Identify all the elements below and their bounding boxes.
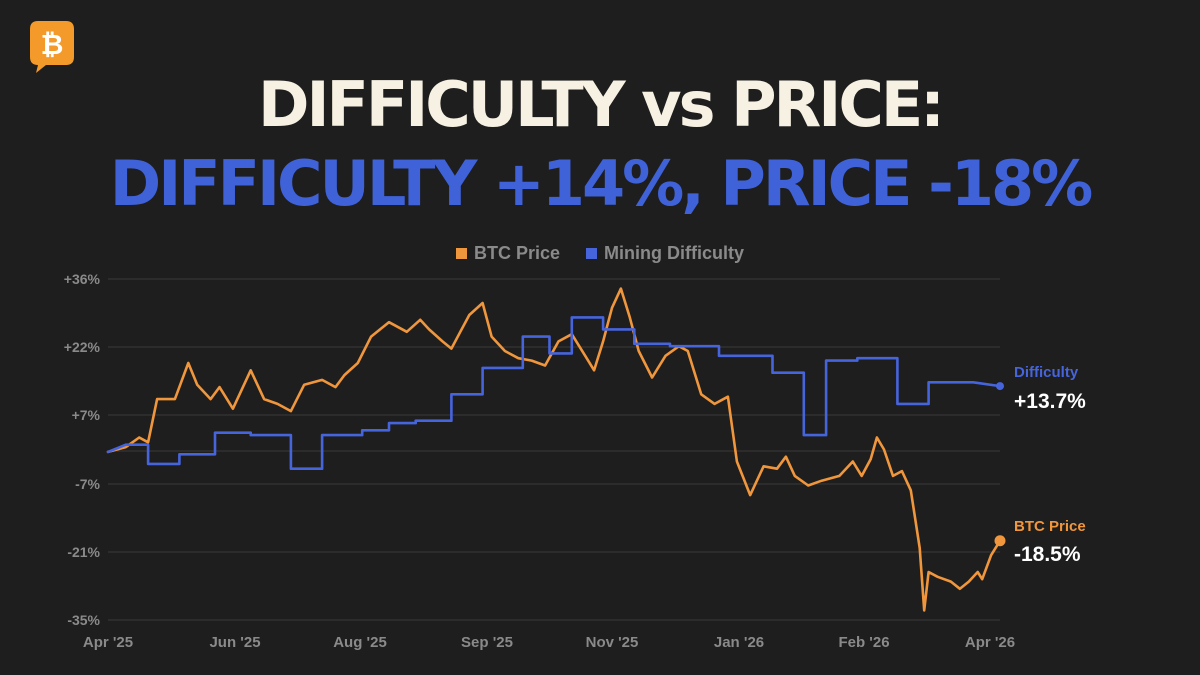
price-end-name: BTC Price [1014,518,1086,535]
bitcoin-logo-icon: ₿ [30,21,74,73]
x-tick-label: Apr '25 [83,634,133,651]
legend-swatch-btc-price [455,248,467,259]
x-tick-label: Jun '25 [209,634,260,651]
x-tick-label: Nov '25 [586,634,639,651]
chart-title-line2: DIFFICULTY +14%, PRICE -18% [109,147,1093,220]
x-tick-label: Sep '25 [461,634,513,651]
price-end-value: -18.5% [1014,543,1081,566]
x-tick-label: Feb '26 [838,634,889,651]
y-tick-label: +36% [64,271,101,287]
chart-title-line1: DIFFICULTY vs PRICE: [258,68,945,141]
chart-legend: BTC Price Mining Difficulty [0,243,1200,264]
legend-item-mining-difficulty: Mining Difficulty [586,243,744,264]
difficulty-end-marker [996,382,1004,391]
y-tick-label: -7% [75,476,100,492]
y-tick-label: +22% [64,339,101,355]
legend-swatch-mining-difficulty [586,248,598,259]
btc-price-line [106,287,1002,612]
mining-difficulty-line [106,316,1002,470]
difficulty-end-name: Difficulty [1014,364,1079,381]
legend-label-btc-price: BTC Price [473,243,561,263]
difficulty-end-value: +13.7% [1014,390,1086,413]
y-tick-label: -35% [67,612,100,628]
x-tick-label: Jan '26 [714,634,764,651]
price-end-marker [994,535,1006,547]
y-tick-label: +7% [72,407,101,423]
x-tick-label: Aug '25 [333,634,387,651]
y-tick-label: -21% [67,544,100,560]
x-tick-label: Apr '26 [965,634,1015,651]
legend-label-mining-difficulty: Mining Difficulty [604,243,744,263]
legend-item-btc-price: BTC Price [455,243,561,264]
svg-text:₿: ₿ [41,28,64,61]
